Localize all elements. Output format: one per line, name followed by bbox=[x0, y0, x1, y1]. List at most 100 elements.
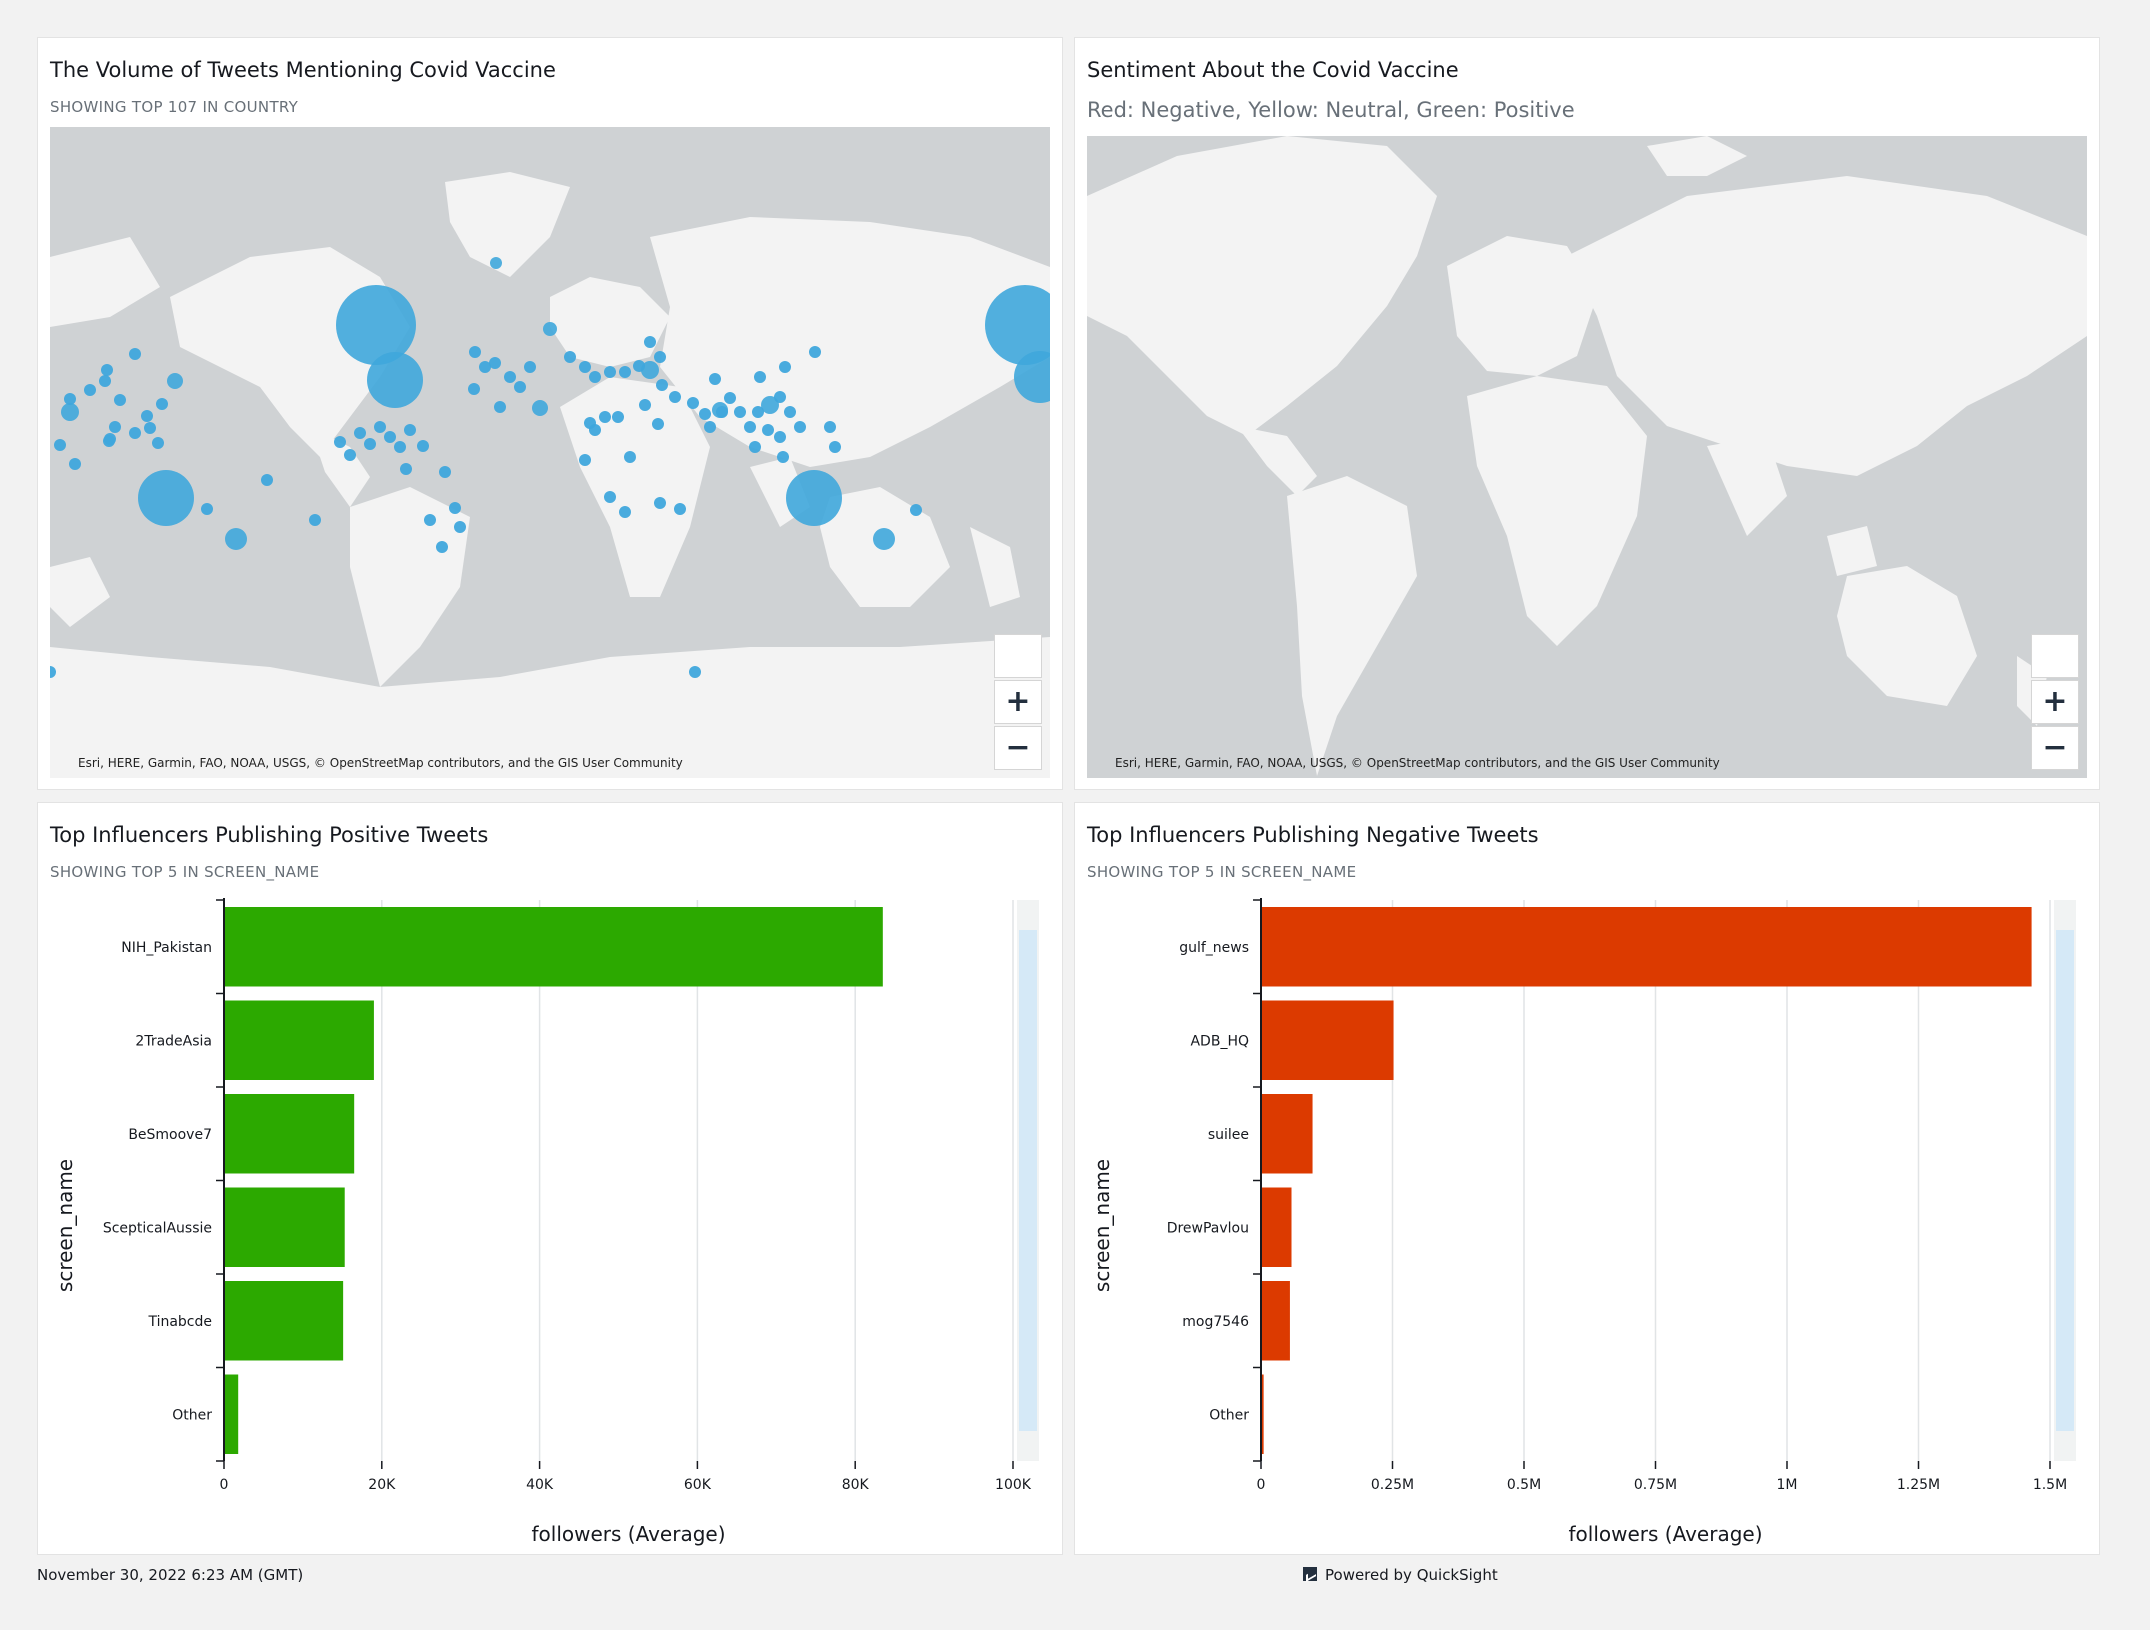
tweet-volume-bubble[interactable] bbox=[744, 421, 756, 433]
bar[interactable] bbox=[1261, 1281, 1290, 1361]
tweet-volume-bubble[interactable] bbox=[367, 352, 423, 408]
tweet-volume-bubble[interactable] bbox=[344, 449, 356, 461]
tweet-volume-bubble[interactable] bbox=[724, 392, 736, 404]
volume-map[interactable]: Esri, HERE, Garmin, FAO, NOAA, USGS, © O… bbox=[50, 127, 1050, 778]
tweet-volume-bubble[interactable] bbox=[689, 666, 701, 678]
tweet-volume-bubble[interactable] bbox=[774, 431, 786, 443]
tweet-volume-bubble[interactable] bbox=[404, 424, 416, 436]
tweet-volume-bubble[interactable] bbox=[579, 454, 591, 466]
tweet-volume-bubble[interactable] bbox=[54, 439, 66, 451]
tweet-volume-bubble[interactable] bbox=[619, 506, 631, 518]
tweet-volume-bubble[interactable] bbox=[374, 421, 386, 433]
tweet-volume-bubble[interactable] bbox=[532, 400, 548, 416]
tweet-volume-bubble[interactable] bbox=[985, 285, 1050, 365]
tweet-volume-bubble[interactable] bbox=[468, 383, 480, 395]
zoom-out-button[interactable]: − bbox=[994, 726, 1042, 770]
tweet-volume-bubble[interactable] bbox=[809, 346, 821, 358]
tweet-volume-bubble[interactable] bbox=[784, 406, 796, 418]
tweet-volume-bubble[interactable] bbox=[494, 401, 506, 413]
zoom-out-button[interactable]: − bbox=[2031, 726, 2079, 770]
tweet-volume-bubble[interactable] bbox=[384, 431, 396, 443]
tweet-volume-bubble[interactable] bbox=[490, 257, 502, 269]
tweet-volume-bubble[interactable] bbox=[167, 373, 183, 389]
tweet-volume-bubble[interactable] bbox=[604, 491, 616, 503]
tweet-volume-bubble[interactable] bbox=[261, 474, 273, 486]
tweet-volume-bubble[interactable] bbox=[824, 421, 836, 433]
chart-scrollbar-thumb[interactable] bbox=[1019, 930, 1037, 1431]
bar[interactable] bbox=[1261, 1187, 1292, 1268]
tweet-volume-bubble[interactable] bbox=[669, 391, 681, 403]
tweet-volume-bubble[interactable] bbox=[641, 361, 659, 379]
tweet-volume-bubble[interactable] bbox=[417, 440, 429, 452]
negative-bar-chart[interactable]: 0 0.25M 0.5M 0.75M 1M 1.25M 1.5M gulf_news ADB_H… bbox=[1075, 803, 2101, 1556]
bar[interactable] bbox=[224, 1187, 345, 1268]
tweet-volume-bubble[interactable] bbox=[619, 366, 631, 378]
bar[interactable] bbox=[1261, 1094, 1313, 1174]
tweet-volume-bubble[interactable] bbox=[543, 322, 557, 336]
chart-scrollbar-thumb[interactable] bbox=[2056, 930, 2074, 1431]
tweet-volume-bubble[interactable] bbox=[752, 406, 764, 418]
tweet-volume-bubble[interactable] bbox=[84, 384, 96, 396]
tweet-volume-bubble[interactable] bbox=[144, 422, 156, 434]
tweet-volume-bubble[interactable] bbox=[604, 366, 616, 378]
bar[interactable] bbox=[224, 1000, 374, 1081]
tweet-volume-bubble[interactable] bbox=[201, 503, 213, 515]
tweet-volume-bubble[interactable] bbox=[779, 361, 791, 373]
tweet-volume-bubble[interactable] bbox=[152, 437, 164, 449]
tweet-volume-bubble[interactable] bbox=[504, 371, 516, 383]
tweet-volume-bubble[interactable] bbox=[364, 438, 376, 450]
tweet-volume-bubble[interactable] bbox=[1014, 351, 1050, 403]
zoom-in-button[interactable]: + bbox=[994, 680, 1042, 724]
tweet-volume-bubble[interactable] bbox=[524, 361, 536, 373]
tweet-volume-bubble[interactable] bbox=[479, 361, 491, 373]
tweet-volume-bubble[interactable] bbox=[129, 427, 141, 439]
tweet-volume-bubble[interactable] bbox=[699, 408, 711, 420]
zoom-in-button[interactable]: + bbox=[2031, 680, 2079, 724]
tweet-volume-bubble[interactable] bbox=[761, 396, 779, 414]
tweet-volume-bubble[interactable] bbox=[777, 451, 789, 463]
tweet-volume-bubble[interactable] bbox=[334, 436, 346, 448]
tweet-volume-bubble[interactable] bbox=[652, 418, 664, 430]
tweet-volume-bubble[interactable] bbox=[687, 397, 699, 409]
tweet-volume-bubbles[interactable] bbox=[50, 127, 1050, 778]
tweet-volume-bubble[interactable] bbox=[225, 528, 247, 550]
tweet-volume-bubble[interactable] bbox=[156, 398, 168, 410]
tweet-volume-bubble[interactable] bbox=[101, 364, 113, 376]
tweet-volume-bubble[interactable] bbox=[564, 351, 576, 363]
tweet-volume-bubble[interactable] bbox=[599, 411, 611, 423]
tweet-volume-bubble[interactable] bbox=[138, 470, 194, 526]
tweet-volume-bubble[interactable] bbox=[674, 503, 686, 515]
tweet-volume-bubble[interactable] bbox=[734, 406, 746, 418]
tweet-volume-bubble[interactable] bbox=[654, 351, 666, 363]
tweet-volume-bubble[interactable] bbox=[754, 371, 766, 383]
tweet-volume-bubble[interactable] bbox=[514, 381, 526, 393]
tweet-volume-bubble[interactable] bbox=[633, 360, 645, 372]
bar[interactable] bbox=[224, 907, 883, 987]
tweet-volume-bubble[interactable] bbox=[774, 391, 786, 403]
tweet-volume-bubble[interactable] bbox=[489, 357, 501, 369]
bar[interactable] bbox=[224, 1281, 344, 1361]
tweet-volume-bubble[interactable] bbox=[114, 394, 126, 406]
zoom-blank-button[interactable] bbox=[994, 634, 1042, 678]
tweet-volume-bubble[interactable] bbox=[829, 441, 841, 453]
bar[interactable] bbox=[1261, 907, 2032, 987]
tweet-volume-bubble[interactable] bbox=[309, 514, 321, 526]
tweet-volume-bubble[interactable] bbox=[394, 441, 406, 453]
tweet-volume-bubble[interactable] bbox=[69, 458, 81, 470]
tweet-volume-bubble[interactable] bbox=[762, 424, 774, 436]
tweet-volume-bubble[interactable] bbox=[654, 497, 666, 509]
tweet-volume-bubble[interactable] bbox=[61, 403, 79, 421]
tweet-volume-bubble[interactable] bbox=[644, 336, 656, 348]
tweet-volume-bubble[interactable] bbox=[104, 433, 116, 445]
tweet-volume-bubble[interactable] bbox=[612, 411, 624, 423]
tweet-volume-bubble[interactable] bbox=[354, 427, 366, 439]
tweet-volume-bubble[interactable] bbox=[709, 373, 721, 385]
bar[interactable] bbox=[224, 1094, 355, 1174]
tweet-volume-bubble[interactable] bbox=[589, 371, 601, 383]
tweet-volume-bubble[interactable] bbox=[794, 421, 806, 433]
tweet-volume-bubble[interactable] bbox=[336, 285, 416, 365]
tweet-volume-bubble[interactable] bbox=[439, 466, 451, 478]
tweet-volume-bubble[interactable] bbox=[424, 514, 436, 526]
tweet-volume-bubble[interactable] bbox=[400, 463, 412, 475]
tweet-volume-bubble[interactable] bbox=[141, 410, 153, 422]
